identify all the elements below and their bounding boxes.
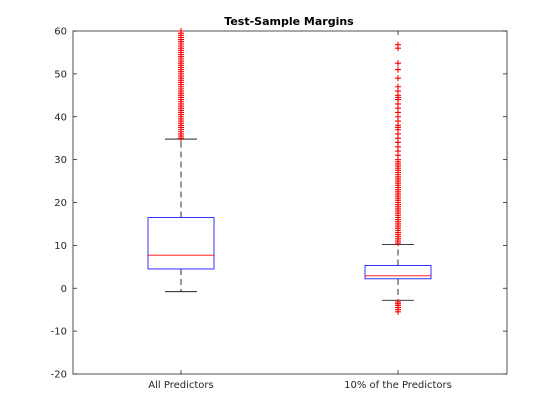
chart-title: Test-Sample Margins [224, 15, 354, 28]
y-tick-label: 50 [54, 69, 67, 80]
y-tick-label: 40 [54, 112, 67, 123]
y-tick-label: 20 [54, 198, 67, 209]
outlier-point [395, 41, 401, 48]
outlier-point [395, 60, 401, 67]
plot-area: -20 -10 0 10 20 30 40 50 60 All Predictors 10% of … [51, 27, 508, 391]
outlier-point [395, 83, 401, 90]
y-tick-label: -20 [51, 370, 67, 381]
outlier-point [395, 75, 401, 82]
outlier-point [178, 28, 184, 34]
x-tick-label: 10% of the Predictors [344, 380, 452, 391]
y-tick-label: 0 [61, 284, 67, 295]
y-tick-label: 60 [54, 27, 67, 38]
y-tick-label: 30 [54, 155, 67, 166]
x-tick-label: All Predictors [148, 380, 213, 391]
outlier-point [395, 66, 401, 73]
outlier-point [395, 308, 401, 315]
box-iqr [364, 265, 432, 280]
box-iqr [147, 217, 215, 270]
y-tick-label: -10 [51, 327, 67, 338]
y-tick-label: 10 [54, 241, 67, 252]
